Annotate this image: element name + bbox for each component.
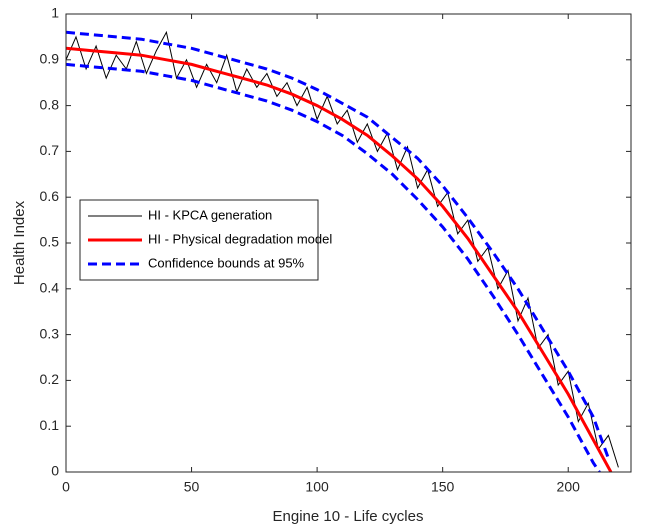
y-tick-label: 0.8: [40, 96, 60, 112]
legend-label: HI - KPCA generation: [148, 207, 272, 222]
y-tick-label: 0.3: [40, 325, 60, 341]
y-tick-label: 0.4: [40, 280, 60, 296]
y-tick-label: 0.6: [40, 188, 60, 204]
lower-bound: [66, 62, 602, 472]
x-tick-label: 50: [184, 479, 200, 495]
y-tick-label: 0.1: [40, 417, 60, 433]
y-tick-label: 1: [51, 5, 59, 21]
x-tick-label: 200: [557, 479, 581, 495]
x-axis-label: Engine 10 - Life cycles: [273, 508, 424, 525]
axes-box: [65, 13, 632, 473]
x-tick-label: 150: [431, 479, 455, 495]
plot-lines: [66, 30, 619, 472]
y-tick-label: 0.7: [40, 142, 60, 158]
legend: HI - KPCA generation HI - Physical degrad…: [79, 199, 332, 281]
x-tick-label: 100: [305, 479, 329, 495]
legend-label: Confidence bounds at 95%: [148, 255, 305, 270]
legend-label: HI - Physical degradation model: [148, 231, 332, 246]
series-line: [66, 46, 613, 472]
y-tick-label: 0.9: [40, 51, 60, 67]
y-tick-label: 0: [51, 463, 59, 479]
x-tick-label: 0: [62, 479, 70, 495]
y-axis-label: Health Index: [11, 200, 28, 285]
y-tick-label: 0.5: [40, 234, 60, 250]
y-tick-label: 0.2: [40, 371, 60, 387]
upper-bound: [66, 30, 610, 459]
